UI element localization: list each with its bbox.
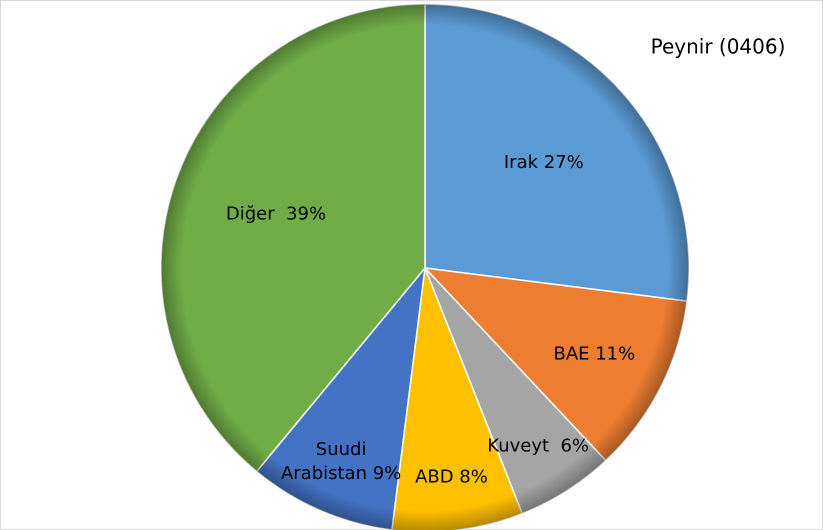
data-label: ABD 8% [415,467,488,488]
data-label: Irak 27% [504,152,584,173]
data-label: BAE 11% [553,343,635,364]
data-label: Diğer 39% [226,203,326,224]
data-label: Suudi Arabistan 9% [281,439,401,484]
chart-title: Peynir (0406) [651,35,786,59]
data-label: Kuveyt 6% [487,435,589,456]
